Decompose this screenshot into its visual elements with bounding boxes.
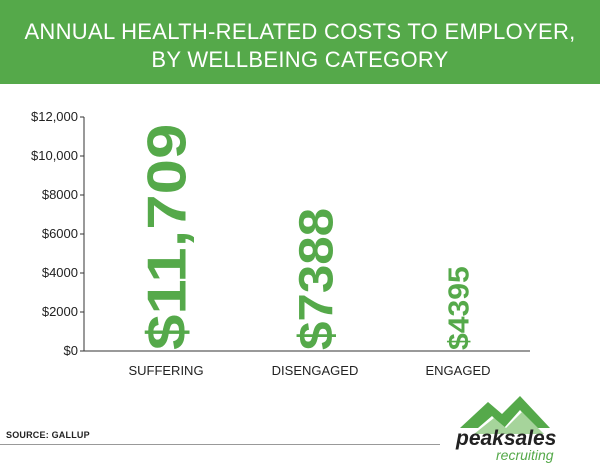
y-tick-label: $8000 xyxy=(42,187,78,202)
title-banner: ANNUAL HEALTH-RELATED COSTS TO EMPLOYER,… xyxy=(0,0,600,84)
source-note: SOURCE: GALLUP xyxy=(6,430,90,440)
y-tick-label: $2000 xyxy=(42,304,78,319)
footer-divider xyxy=(0,444,440,445)
bar-value-label: $11,709 xyxy=(137,124,198,350)
y-tick-label: $0 xyxy=(64,343,78,358)
y-tick-label: $4000 xyxy=(42,265,78,280)
y-tick-label: $12,000 xyxy=(31,109,78,124)
y-tick-label: $6000 xyxy=(42,226,78,241)
bar-chart: $0 $2000 $4000 $6000 $8000 $10,000 $12,000 $11,… xyxy=(31,109,530,378)
x-category-label: SUFFERING xyxy=(128,363,203,378)
y-tick-label: $10,000 xyxy=(31,148,78,163)
x-category-label: ENGAGED xyxy=(425,363,490,378)
logo-wordmark: peaksales xyxy=(455,427,556,450)
chart-title-line-1: ANNUAL HEALTH-RELATED COSTS TO EMPLOYER, xyxy=(24,19,576,44)
logo-subtitle: recruiting xyxy=(496,447,554,463)
bar-value-label: $7388 xyxy=(290,208,343,350)
bar-value-label: $4395 xyxy=(443,266,475,350)
mountain-logo-icon xyxy=(460,396,550,434)
x-category-label: DISENGAGED xyxy=(272,363,359,378)
peaksales-logo: peaksales recruiting xyxy=(455,396,556,463)
chart-title-line-2: BY WELLBEING CATEGORY xyxy=(151,47,449,72)
